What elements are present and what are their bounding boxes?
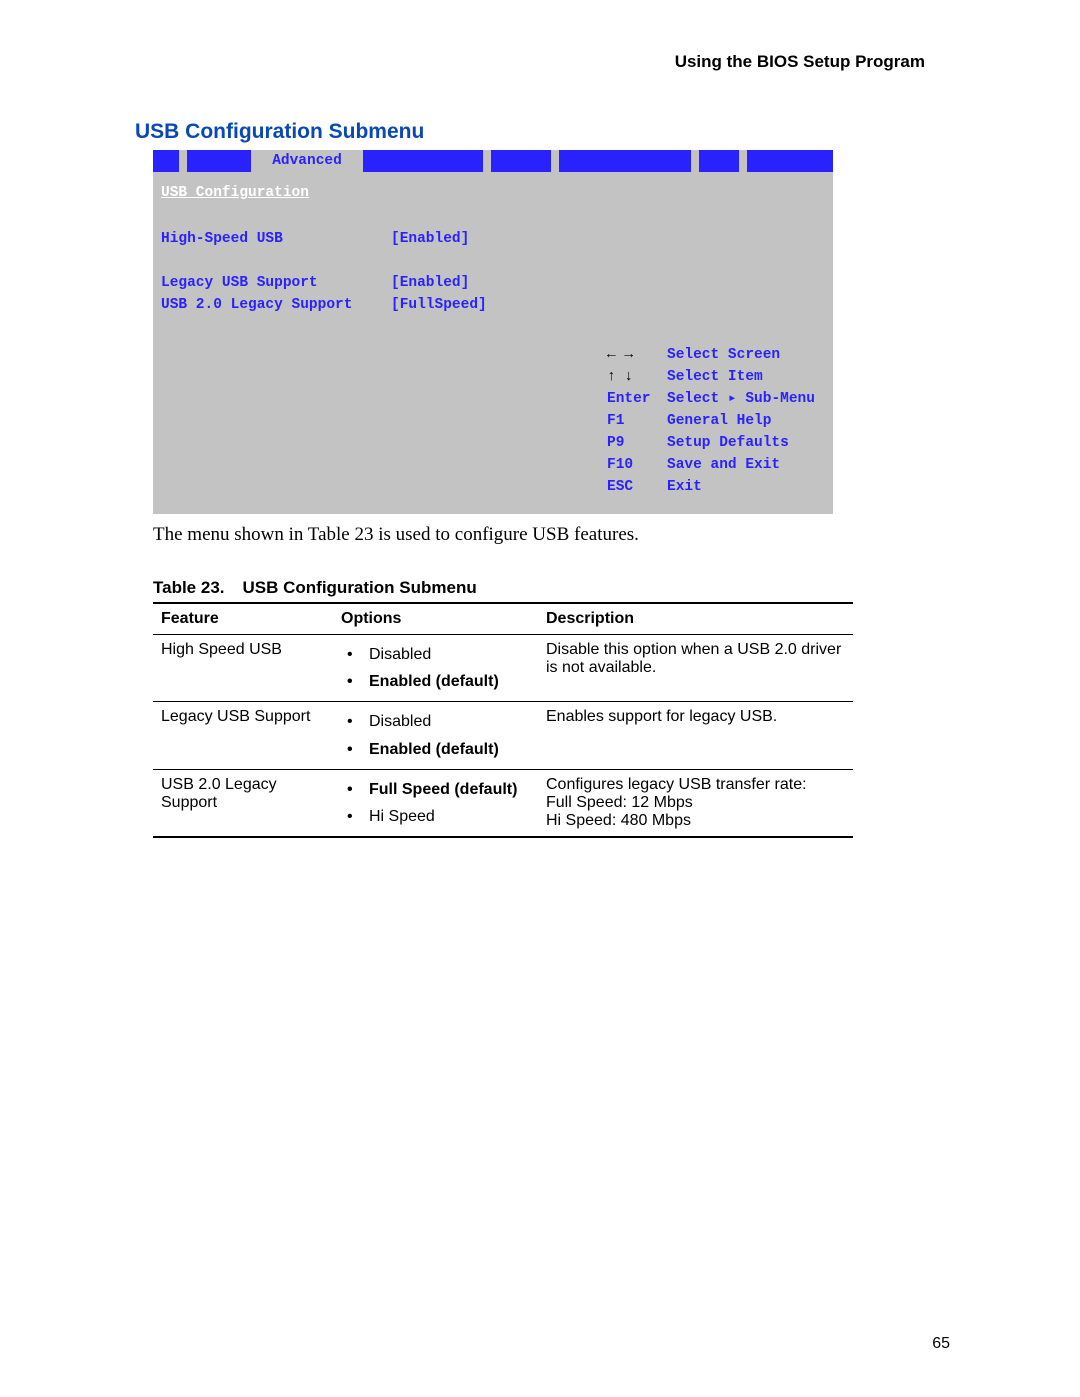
table-row: Legacy USB Support Disabled Enabled (def… [153, 702, 853, 769]
cell-description: Enables support for legacy USB. [538, 702, 853, 769]
bios-help-esc: ESC Exit [607, 476, 825, 498]
cell-description: Configures legacy USB transfer rate: Ful… [538, 769, 853, 837]
col-options: Options [333, 603, 538, 635]
bios-menu-bar: Advanced [153, 150, 833, 172]
bios-setting-legacy: Legacy USB Support [Enabled] [161, 272, 595, 294]
cell-options: Full Speed (default) Hi Speed [333, 769, 538, 837]
bios-setting-highspeed: High-Speed USB [Enabled] [161, 228, 595, 250]
bios-left-panel: USB Configuration High-Speed USB [Enable… [153, 172, 603, 514]
config-table: Feature Options Description High Speed U… [153, 602, 853, 838]
option-item: Hi Speed [341, 803, 530, 830]
cell-options: Disabled Enabled (default) [333, 702, 538, 769]
cell-description: Disable this option when a USB 2.0 drive… [538, 635, 853, 702]
page-number: 65 [932, 1335, 950, 1353]
caption-paragraph: The menu shown in Table 23 is used to co… [153, 524, 950, 546]
bios-help-arrows-lr: ← → Select Screen [607, 344, 825, 366]
bios-help-arrows-ud: ↑ ↓ Select Item [607, 366, 825, 388]
cell-feature: USB 2.0 Legacy Support [153, 769, 333, 837]
col-description: Description [538, 603, 853, 635]
bios-panel-title: USB Configuration [161, 182, 595, 204]
table-row: USB 2.0 Legacy Support Full Speed (defau… [153, 769, 853, 837]
document-header: Using the BIOS Setup Program [675, 52, 925, 72]
bios-help-f1: F1 General Help [607, 410, 825, 432]
table-row: High Speed USB Disabled Enabled (default… [153, 635, 853, 702]
section-title: USB Configuration Submenu [135, 120, 950, 144]
option-item: Enabled (default) [341, 736, 530, 763]
table-header: Feature Options Description [153, 603, 853, 635]
bios-help-enter: Enter Select ▸ Sub-Menu [607, 388, 825, 410]
bios-help-panel: ← → Select Screen ↑ ↓ Select Item Enter … [603, 172, 833, 514]
option-item: Full Speed (default) [341, 776, 530, 803]
cell-options: Disabled Enabled (default) [333, 635, 538, 702]
bios-help-f10: F10 Save and Exit [607, 454, 825, 476]
option-item: Disabled [341, 641, 530, 668]
cell-feature: High Speed USB [153, 635, 333, 702]
table-caption: Table 23.USB Configuration Submenu [153, 578, 950, 598]
option-item: Enabled (default) [341, 668, 530, 695]
option-item: Disabled [341, 708, 530, 735]
bios-setting-legacy20: USB 2.0 Legacy Support [FullSpeed] [161, 294, 595, 316]
col-feature: Feature [153, 603, 333, 635]
bios-tab-advanced: Advanced [251, 150, 363, 172]
bios-help-p9: P9 Setup Defaults [607, 432, 825, 454]
bios-screenshot: Advanced USB Configuration High-Speed US… [153, 150, 833, 514]
cell-feature: Legacy USB Support [153, 702, 333, 769]
